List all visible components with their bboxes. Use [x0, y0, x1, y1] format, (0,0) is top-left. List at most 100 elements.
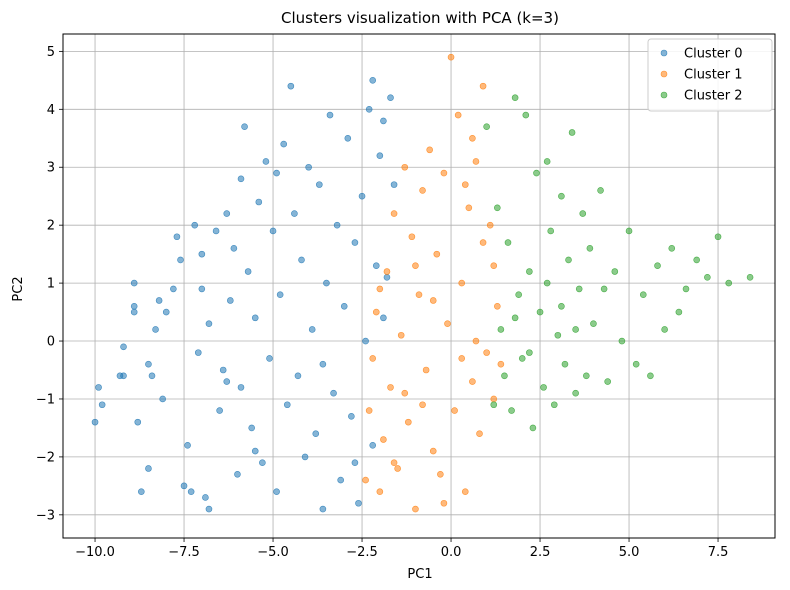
- data-point: [380, 436, 387, 443]
- data-point: [383, 274, 391, 281]
- data-point: [273, 488, 280, 495]
- y-tick-label: −1: [36, 392, 55, 407]
- data-point: [490, 401, 498, 409]
- y-axis-ticks: −3 −2 −1 0 1 2 3 4 5: [36, 45, 63, 523]
- data-point: [647, 372, 654, 380]
- data-point: [344, 134, 352, 142]
- data-point: [301, 453, 309, 461]
- data-point: [412, 505, 419, 513]
- data-point: [583, 372, 590, 380]
- legend-marker: [660, 70, 668, 78]
- data-point: [326, 111, 334, 119]
- series-0: [91, 77, 398, 513]
- data-point: [540, 384, 547, 391]
- data-point: [376, 152, 384, 159]
- data-point: [483, 349, 490, 356]
- data-point: [639, 291, 647, 298]
- x-tick-label: −10.0: [75, 545, 115, 560]
- data-point: [597, 187, 604, 194]
- data-point: [550, 401, 558, 409]
- data-point: [472, 337, 480, 345]
- data-point: [312, 430, 320, 438]
- data-point: [394, 465, 401, 472]
- data-point: [554, 331, 562, 339]
- data-point: [305, 163, 312, 171]
- data-point: [572, 326, 579, 333]
- data-point: [198, 250, 206, 258]
- data-point: [444, 320, 451, 327]
- data-point: [266, 355, 273, 362]
- data-point: [458, 355, 466, 362]
- data-point: [472, 158, 480, 165]
- data-point: [661, 326, 668, 333]
- data-point: [529, 424, 537, 432]
- data-point: [501, 372, 508, 380]
- x-axis-label: PC1: [407, 567, 432, 582]
- data-point: [490, 395, 498, 403]
- data-point: [565, 256, 572, 264]
- data-point: [675, 308, 683, 316]
- data-point: [494, 302, 501, 310]
- data-point: [273, 169, 280, 177]
- data-point: [625, 227, 633, 235]
- grid-lines: [63, 34, 775, 538]
- legend-box: [647, 38, 773, 112]
- data-point: [454, 111, 462, 119]
- data-point: [251, 447, 259, 455]
- data-point: [120, 343, 127, 351]
- data-point: [401, 163, 409, 171]
- data-point: [447, 53, 455, 61]
- data-point: [95, 384, 102, 391]
- data-point: [287, 82, 295, 90]
- data-point: [244, 268, 252, 275]
- data-point: [568, 129, 576, 136]
- x-tick-label: 0.0: [441, 545, 462, 560]
- data-point: [693, 256, 700, 264]
- data-point: [223, 210, 231, 217]
- data-point: [561, 360, 569, 368]
- data-point: [579, 210, 587, 217]
- data-point: [333, 221, 341, 229]
- y-axis-label: PC2: [11, 276, 26, 301]
- data-point: [227, 297, 234, 304]
- data-point: [362, 476, 369, 484]
- data-point: [575, 285, 583, 293]
- y-tick-label: 4: [47, 103, 55, 118]
- data-point: [429, 297, 437, 304]
- data-point: [376, 285, 384, 293]
- data-point: [187, 488, 195, 495]
- data-point: [365, 407, 373, 414]
- data-point: [191, 221, 199, 229]
- data-point: [518, 355, 526, 362]
- data-point: [177, 256, 184, 264]
- data-point: [437, 470, 444, 478]
- data-point: [547, 227, 555, 235]
- y-tick-label: 5: [47, 45, 55, 60]
- data-point: [522, 111, 530, 119]
- data-point: [632, 360, 640, 368]
- data-point: [369, 355, 377, 362]
- data-point: [223, 378, 231, 385]
- data-point: [351, 239, 359, 246]
- data-point: [536, 308, 544, 316]
- data-point: [714, 233, 722, 241]
- legend-marker: [660, 91, 668, 99]
- data-point: [262, 158, 270, 165]
- legend-label: Cluster 0: [684, 47, 743, 62]
- data-point: [369, 442, 377, 449]
- data-point: [194, 349, 202, 356]
- y-tick-label: 3: [47, 161, 55, 176]
- data-point: [198, 285, 206, 293]
- data-point: [355, 499, 362, 507]
- data-point: [369, 77, 377, 84]
- data-point: [130, 308, 138, 316]
- data-point: [479, 82, 487, 90]
- y-tick-label: −2: [36, 450, 55, 465]
- y-tick-label: −3: [36, 508, 55, 523]
- data-point: [654, 262, 661, 270]
- data-point: [248, 424, 255, 432]
- data-point: [405, 418, 412, 426]
- data-point: [294, 372, 302, 380]
- data-point: [155, 297, 163, 304]
- data-point: [280, 140, 288, 148]
